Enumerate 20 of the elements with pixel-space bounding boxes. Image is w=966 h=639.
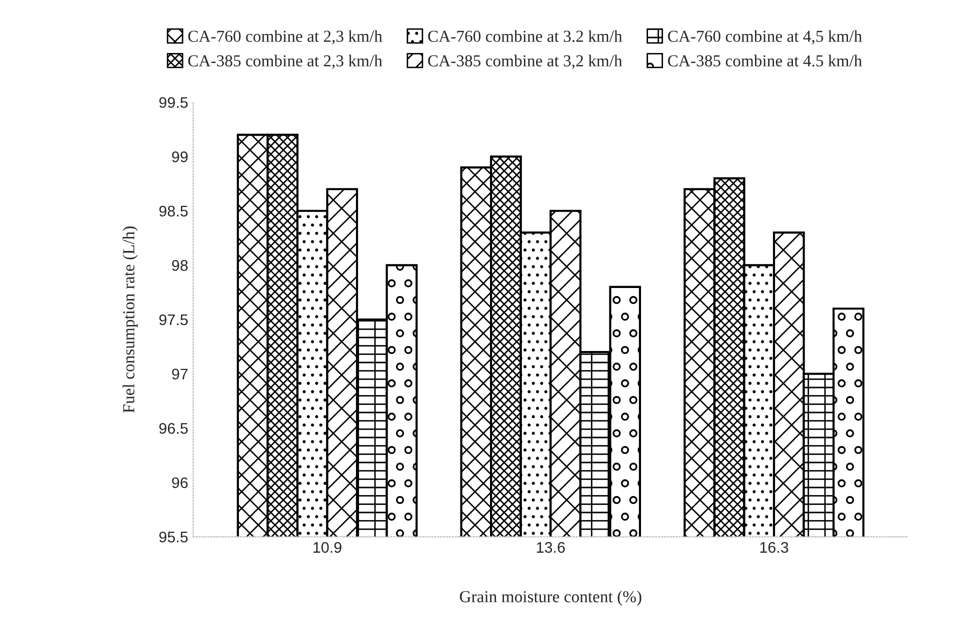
- y-tick-label: 96.5: [159, 423, 188, 434]
- y-tick-label: 97.5: [159, 314, 188, 326]
- y-tick-label: 97: [172, 368, 188, 380]
- y-tick-label: 99.5: [159, 97, 188, 108]
- x-tick-label: 10.9: [314, 542, 342, 553]
- y-axis-title: Fuel consumption rate (L/h): [122, 226, 138, 413]
- y-tick-label: 99: [172, 151, 188, 162]
- x-tick-label: 13.6: [536, 542, 565, 553]
- legend-label: CA-385 combine at 3,2 km/h: [428, 54, 622, 69]
- y-tick-label: 96: [172, 477, 188, 488]
- legend-label: CA-760 combine at 2,3 km/h: [188, 30, 382, 44]
- legend-label: CA-760 combine at 3.2 km/h: [428, 30, 622, 42]
- y-tick-label: 98.5: [159, 206, 188, 217]
- legend-label: CA-385 combine at 2,3 km/h: [188, 54, 382, 69]
- y-tick-label: 98: [172, 260, 188, 271]
- legend-label: CA-760 combine at 4,5 km/h: [668, 30, 862, 44]
- x-tick-label: 16.3: [760, 542, 788, 553]
- y-tick-label: 95.5: [159, 532, 188, 542]
- x-axis-title: Grain moisture content (%): [460, 590, 642, 606]
- legend-label: CA-385 combine at 4.5 km/h: [668, 54, 862, 67]
